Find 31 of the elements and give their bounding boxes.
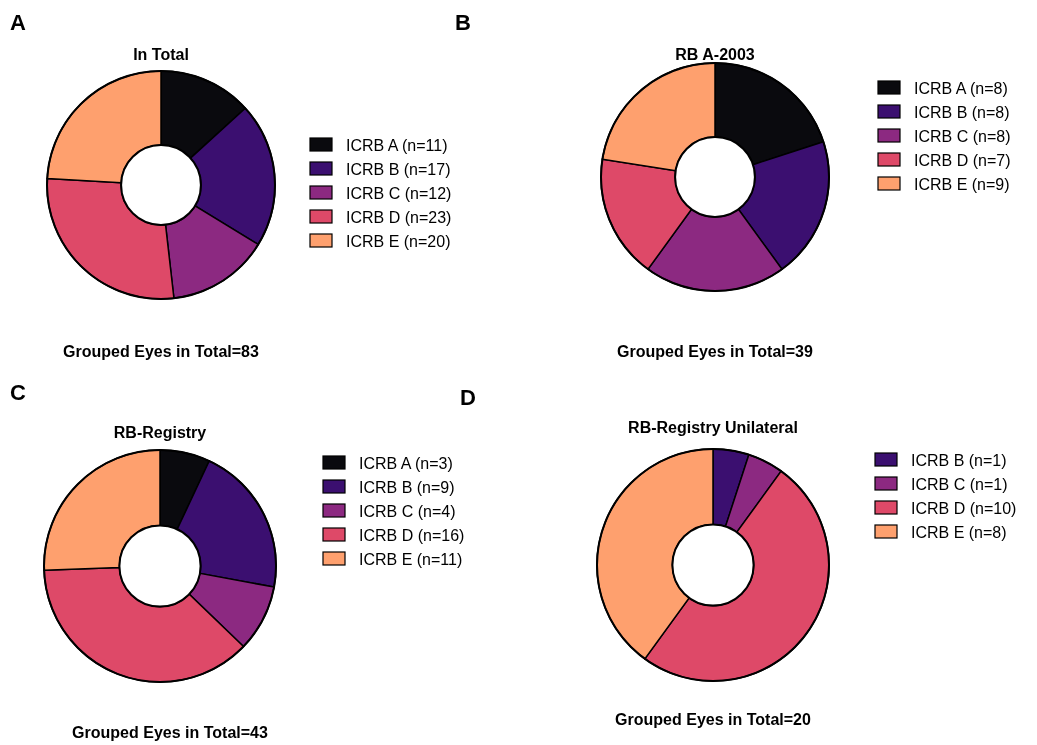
legend-label: ICRB C (n=4) bbox=[359, 503, 456, 520]
chart-title: In Total bbox=[133, 46, 189, 63]
legend-label: ICRB D (n=10) bbox=[911, 500, 1017, 517]
legend-label: ICRB E (n=8) bbox=[911, 524, 1007, 541]
chart-title: RB-Registry bbox=[113, 424, 207, 441]
legend-label: ICRB B (n=17) bbox=[346, 161, 451, 178]
text: A bbox=[10, 10, 26, 35]
legend-label: ICRB B (n=9) bbox=[359, 479, 455, 496]
legend-label: ICRB E (n=9) bbox=[914, 176, 1010, 193]
legend-label: ICRB B (n=1) bbox=[911, 452, 1007, 469]
text: Grouped Eyes in Total=39 bbox=[617, 343, 813, 360]
legend-label: ICRB C (n=1) bbox=[911, 476, 1008, 493]
legend-label: ICRB B (n=8) bbox=[914, 104, 1010, 121]
legend-label: ICRB D (n=23) bbox=[346, 209, 452, 226]
legend-label: ICRB D (n=16) bbox=[359, 527, 465, 544]
legend-label: ICRB A (n=8) bbox=[914, 80, 1008, 97]
legend-label: ICRB E (n=20) bbox=[346, 233, 451, 250]
text: D bbox=[460, 385, 476, 410]
legend-label: ICRB E (n=11) bbox=[359, 551, 463, 568]
chart-title: RB A-2003 bbox=[675, 46, 755, 63]
legend-label: ICRB A (n=11) bbox=[346, 137, 448, 154]
text: Grouped Eyes in Total=83 bbox=[63, 343, 259, 360]
legend-label: ICRB C (n=8) bbox=[914, 128, 1011, 145]
chart-title: RB-Registry Unilateral bbox=[628, 419, 798, 436]
text: C bbox=[10, 380, 26, 405]
legend-label: ICRB C (n=12) bbox=[346, 185, 452, 202]
text: B bbox=[455, 10, 471, 35]
legend-label: ICRB A (n=3) bbox=[359, 455, 453, 472]
text: Grouped Eyes in Total=43 bbox=[72, 724, 268, 741]
text: Grouped Eyes in Total=20 bbox=[615, 711, 811, 728]
legend-label: ICRB D (n=7) bbox=[914, 152, 1011, 169]
